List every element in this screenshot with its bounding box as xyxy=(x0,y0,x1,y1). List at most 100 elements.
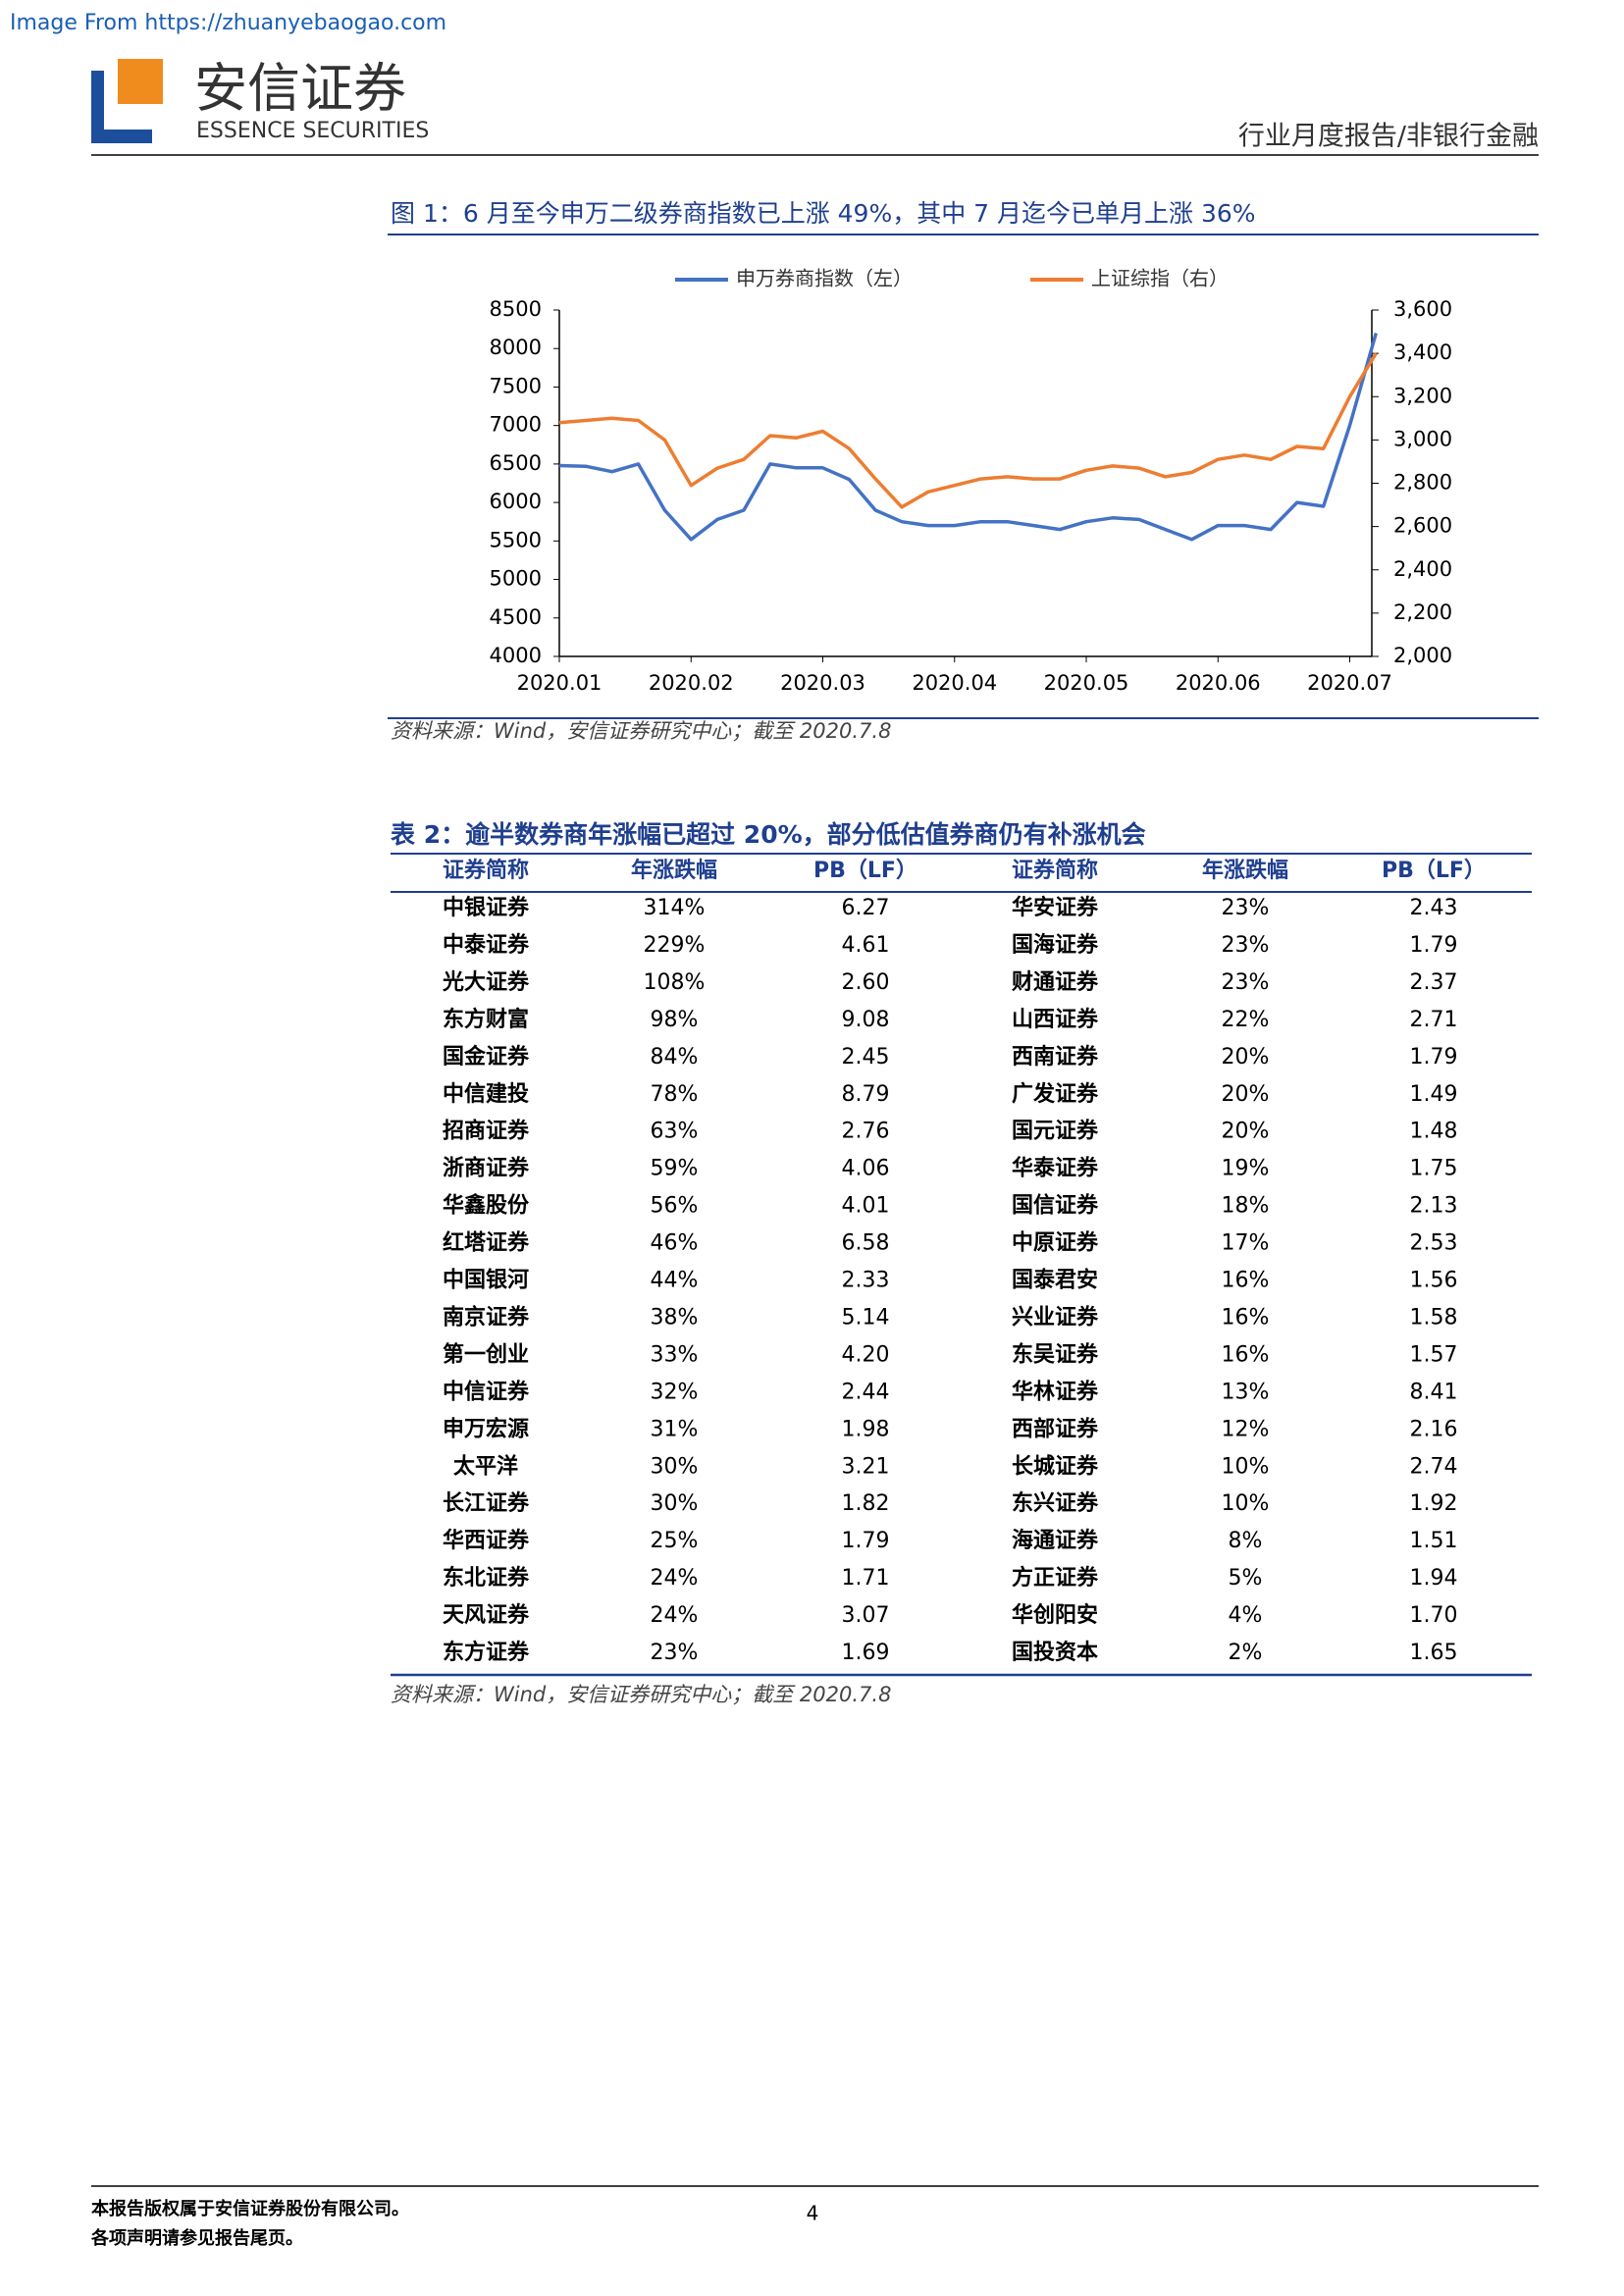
table-cell: 红塔证券 xyxy=(443,1230,530,1256)
table-cell: 天风证券 xyxy=(443,1602,530,1628)
table-cell: 25% xyxy=(651,1529,699,1553)
table-cell: 2.45 xyxy=(842,1045,890,1070)
table-cell: 63% xyxy=(651,1120,699,1144)
table-cell: 24% xyxy=(651,1566,699,1591)
table-cell: 东方证券 xyxy=(443,1640,530,1665)
table: 证券简称 年涨跌幅 PB（LF） 证券简称 年涨跌幅 PB（LF） 中银证券 314% 6.27… xyxy=(442,858,1486,1665)
table-cell: 1.79 xyxy=(1410,1045,1458,1070)
table-cell: 16% xyxy=(1222,1305,1270,1330)
table-cell: 东方财富 xyxy=(443,1007,529,1032)
table-cell: 8% xyxy=(1229,1529,1263,1553)
table-cell: 华安证券 xyxy=(1012,895,1099,920)
table-cell: 314% xyxy=(644,896,706,920)
logo-cn: 安信证券 xyxy=(194,58,406,120)
table-cell: 1.49 xyxy=(1410,1082,1458,1107)
table-cell: 2.76 xyxy=(842,1120,890,1144)
table-cell: 18% xyxy=(1222,1194,1270,1219)
y-tick-label: 4000 xyxy=(490,644,542,667)
table-cell: 2.43 xyxy=(1410,896,1458,920)
table-cell: 4.06 xyxy=(842,1157,890,1181)
table-cell: 20% xyxy=(1222,1120,1270,1144)
table-cell: 30% xyxy=(651,1491,699,1516)
footer-disclaimer: 各项声明请参见报告尾页。 xyxy=(90,2227,303,2249)
table-cell: 23% xyxy=(1222,933,1270,958)
table-cell: 2.74 xyxy=(1410,1454,1458,1479)
y2-tick-label: 2,800 xyxy=(1393,471,1452,495)
table-cell: 12% xyxy=(1222,1417,1270,1441)
table-cell: 1.79 xyxy=(1410,933,1458,958)
table-cell: 23% xyxy=(1222,970,1270,995)
table-cell: 20% xyxy=(1222,1082,1270,1107)
table-cell: 华林证券 xyxy=(1012,1379,1099,1404)
page-number: 4 xyxy=(807,2202,819,2225)
table-cell: 1.51 xyxy=(1410,1529,1458,1553)
watermark: Image From https://zhuanyebaogao.com xyxy=(10,11,446,35)
table-cell: 中银证券 xyxy=(443,895,530,920)
table-cell: 38% xyxy=(651,1305,699,1330)
table-cell: 98% xyxy=(651,1008,699,1032)
legend-label: 申万券商指数（左） xyxy=(736,267,913,290)
table-cell: 2.16 xyxy=(1410,1417,1458,1441)
table-cell: 国泰君安 xyxy=(1012,1268,1098,1293)
table-cell: 16% xyxy=(1222,1342,1270,1367)
table-cell: 1.79 xyxy=(842,1529,890,1553)
y2-tick-label: 3,600 xyxy=(1393,297,1452,321)
table-cell: 3.21 xyxy=(842,1454,890,1479)
table-cell: 16% xyxy=(1222,1269,1270,1293)
table-cell: 国投资本 xyxy=(1012,1641,1098,1665)
y-tick-label: 5000 xyxy=(490,567,542,591)
table-cell: 10% xyxy=(1222,1454,1270,1479)
table-cell: 中国银河 xyxy=(443,1269,529,1293)
table-cell: 23% xyxy=(651,1641,699,1665)
y2-tick-label: 2,400 xyxy=(1393,557,1452,581)
table-cell: 22% xyxy=(1222,1008,1270,1032)
table-cell: 广发证券 xyxy=(1012,1081,1099,1107)
table-cell: 西南证券 xyxy=(1012,1044,1099,1070)
table-cell: 东吴证券 xyxy=(1012,1341,1099,1367)
table-cell: 山西证券 xyxy=(1012,1007,1099,1032)
table-cell: 国金证券 xyxy=(443,1044,530,1070)
table-cell: 西部证券 xyxy=(1012,1416,1099,1441)
table-cell: 中原证券 xyxy=(1012,1230,1099,1256)
table-cell: 9.08 xyxy=(842,1008,890,1032)
y-tick-label: 8000 xyxy=(490,336,542,359)
table-cell: 84% xyxy=(651,1045,699,1070)
y-tick-label: 6500 xyxy=(490,451,542,475)
logo-en: ESSENCE SECURITIES xyxy=(196,119,429,143)
table-cell: 44% xyxy=(651,1269,699,1293)
column-header: 年涨跌幅 xyxy=(1202,858,1288,883)
table-cell: 中信证券 xyxy=(443,1379,530,1404)
figure-caption: 图 1：6 月至今申万二级券商指数已上涨 49%，其中 7 月迄今已单月上涨 3… xyxy=(391,199,1256,228)
table-cell: 10% xyxy=(1222,1491,1270,1516)
y2-tick-label: 3,000 xyxy=(1393,427,1452,450)
table-cell: 6.58 xyxy=(842,1231,890,1256)
y2-tick-label: 3,200 xyxy=(1393,384,1452,407)
table-cell: 56% xyxy=(651,1194,699,1219)
x-tick-label: 2020.01 xyxy=(517,671,602,695)
table-cell: 东北证券 xyxy=(443,1565,530,1591)
table-cell: 长江证券 xyxy=(443,1490,530,1516)
table-cell: 19% xyxy=(1222,1157,1270,1181)
chart: 4000 4500 5000 5500 6000 6500 7000 7500 8000 8500… xyxy=(490,267,1453,696)
table-cell: 1.69 xyxy=(842,1641,890,1665)
table-cell: 方正证券 xyxy=(1012,1565,1099,1591)
y2-tick-label: 2,000 xyxy=(1393,644,1452,667)
table-cell: 财通证券 xyxy=(1012,969,1099,995)
series-line xyxy=(558,333,1378,542)
table-cell: 国信证券 xyxy=(1012,1193,1099,1219)
table-cell: 46% xyxy=(651,1231,699,1256)
table-cell: 2.13 xyxy=(1410,1194,1458,1219)
table-cell: 17% xyxy=(1222,1231,1270,1256)
table-cell: 国元证券 xyxy=(1012,1119,1099,1144)
x-tick-label: 2020.04 xyxy=(912,671,997,695)
y-tick-label: 6000 xyxy=(490,490,542,513)
table-cell: 东兴证券 xyxy=(1012,1490,1099,1516)
table-cell: 1.65 xyxy=(1410,1641,1458,1665)
column-header: 年涨跌幅 xyxy=(631,858,717,883)
table-cell: 4.20 xyxy=(842,1342,890,1367)
table-source: 资料来源：Wind，安信证券研究中心；截至 2020.7.8 xyxy=(391,1683,891,1706)
table-cell: 5.14 xyxy=(842,1305,890,1330)
table-cell: 4.61 xyxy=(842,933,890,958)
legend-label: 上证综指（右） xyxy=(1091,267,1229,290)
